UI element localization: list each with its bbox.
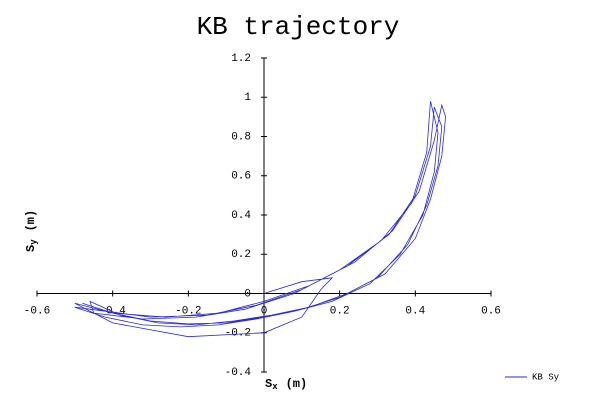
y-label-unit: (m) [24, 210, 38, 232]
y-label-main: S [24, 245, 38, 252]
y-tick-label: -0.4 [225, 367, 252, 379]
x-label-sub: x [272, 382, 278, 392]
x-tick-label: 0.4 [405, 305, 425, 317]
x-tick-label: -0.6 [24, 305, 50, 317]
x-tick-label: 0.6 [481, 305, 501, 317]
y-tick-label: -0.2 [225, 328, 251, 340]
y-label-sub: y [29, 239, 39, 245]
y-tick-label: 0.8 [231, 131, 251, 143]
x-axis-label: Sx (m) [265, 377, 307, 392]
chart-title: KB trajectory [197, 12, 400, 42]
y-tick-label: 1 [244, 92, 251, 104]
x-tick-label: 0.2 [330, 305, 350, 317]
trajectory-line [74, 101, 447, 338]
x-label-main: S [265, 377, 272, 391]
y-tick-label: 1.2 [231, 53, 251, 65]
y-tick-label: 0 [244, 288, 251, 300]
legend-label: KB Sy [532, 372, 560, 382]
x-tick-label: 0 [261, 305, 268, 317]
y-tick-label: 0.4 [231, 210, 251, 222]
y-axis-label: Sy (m) [24, 210, 39, 252]
y-tick-label: 0.6 [231, 171, 251, 183]
x-label-unit: (m) [286, 377, 308, 391]
y-tick-label: 0.2 [231, 249, 251, 261]
x-tick-label: -0.2 [175, 305, 201, 317]
